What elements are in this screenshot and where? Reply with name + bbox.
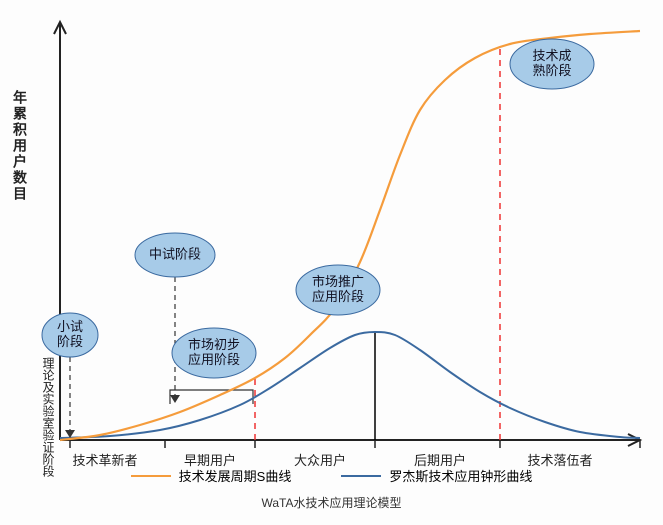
legend-item-s-curve: 技术发展周期S曲线	[131, 466, 292, 485]
svg-text:技术成: 技术成	[532, 48, 571, 63]
legend-item-bell-curve: 罗杰斯技术应用钟形曲线	[341, 466, 532, 485]
prelab-phase-label: 理论及实验室验证阶段	[40, 357, 57, 477]
svg-text:市场初步: 市场初步	[188, 337, 240, 352]
svg-text:中试阶段: 中试阶段	[149, 246, 201, 261]
y-axis-label: 年累积用户数目	[10, 90, 30, 202]
chart-svg: 小试阶段中试阶段市场初步应用阶段市场推广应用阶段技术成熟阶段	[0, 0, 663, 525]
chart-container: 小试阶段中试阶段市场初步应用阶段市场推广应用阶段技术成熟阶段 年累积用户数目 理…	[0, 0, 663, 525]
legend-swatch	[131, 475, 171, 477]
chart-caption: WaTA水技术应用理论模型	[0, 494, 663, 511]
legend-swatch	[341, 475, 381, 477]
legend-label: 罗杰斯技术应用钟形曲线	[389, 466, 532, 485]
svg-text:应用阶段: 应用阶段	[312, 289, 364, 304]
svg-text:阶段: 阶段	[57, 334, 83, 349]
svg-text:小试: 小试	[57, 319, 83, 334]
svg-text:应用阶段: 应用阶段	[188, 352, 240, 367]
legend: 技术发展周期S曲线 罗杰斯技术应用钟形曲线	[0, 466, 663, 485]
svg-text:熟阶段: 熟阶段	[532, 63, 571, 78]
svg-text:市场推广: 市场推广	[312, 274, 364, 289]
legend-label: 技术发展周期S曲线	[179, 466, 292, 485]
